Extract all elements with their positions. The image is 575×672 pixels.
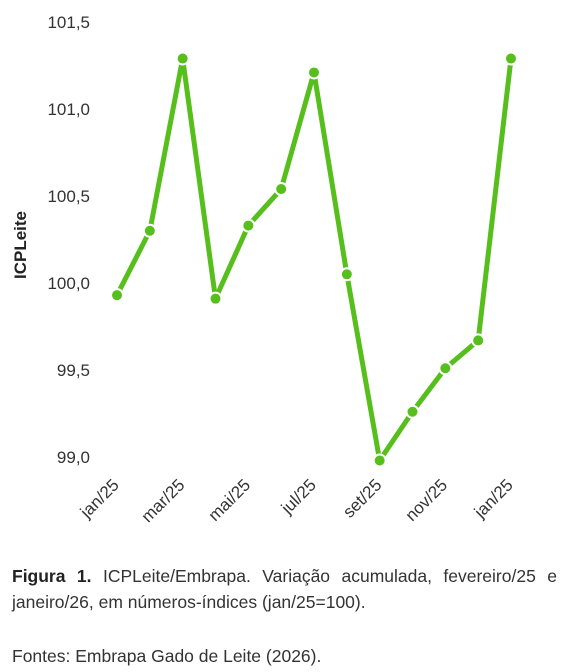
- series-line: [114, 56, 514, 463]
- figure-source: Fontes: Embrapa Gado de Leite (2026).: [12, 646, 322, 666]
- x-tick-label: set/25: [339, 475, 385, 521]
- y-tick-label: 100,0: [47, 274, 90, 293]
- y-tick-label: 99,0: [57, 448, 90, 467]
- data-point: [208, 291, 223, 306]
- data-point: [307, 65, 321, 80]
- caption-text: ICPLeite/Embrapa. Variação acumulada, fe…: [12, 566, 557, 612]
- x-tick-label: jan/25: [470, 475, 517, 522]
- x-tick-label: mar/25: [138, 475, 189, 526]
- series-group: [110, 51, 518, 468]
- y-tick-label: 99,5: [57, 361, 90, 380]
- data-point: [438, 361, 453, 376]
- x-tick-label: jul/25: [277, 475, 320, 518]
- y-axis-label: ICPLeite: [11, 211, 30, 279]
- y-tick-label: 100,5: [47, 187, 90, 206]
- data-point: [372, 453, 387, 468]
- line-chart: ICPLeite 99,0 99,5 100,0 100,5 101,0 101,5 ja…: [11, 13, 518, 526]
- x-axis-ticks: jan/25 mar/25 mai/25 jul/25 set/25 nov/25 jan/…: [76, 475, 517, 526]
- y-axis-ticks: 99,0 99,5 100,0 100,5 101,0 101,5: [47, 13, 90, 467]
- data-point: [405, 404, 420, 419]
- x-tick-label: jan/25: [76, 475, 123, 522]
- data-point: [339, 267, 354, 282]
- y-tick-label: 101,0: [47, 100, 90, 119]
- figure-caption: Figura 1. ICPLeite/Embrapa. Variação acu…: [12, 563, 557, 615]
- caption-label: Figura 1.: [12, 566, 92, 586]
- data-point: [241, 218, 256, 233]
- x-tick-label: nov/25: [402, 475, 452, 525]
- data-point: [110, 288, 124, 303]
- data-point: [471, 333, 486, 348]
- x-tick-label: mai/25: [205, 475, 255, 525]
- data-point: [504, 51, 518, 66]
- y-tick-label: 101,5: [47, 13, 90, 32]
- data-point: [274, 182, 289, 197]
- data-point: [175, 51, 190, 66]
- data-point: [142, 223, 157, 238]
